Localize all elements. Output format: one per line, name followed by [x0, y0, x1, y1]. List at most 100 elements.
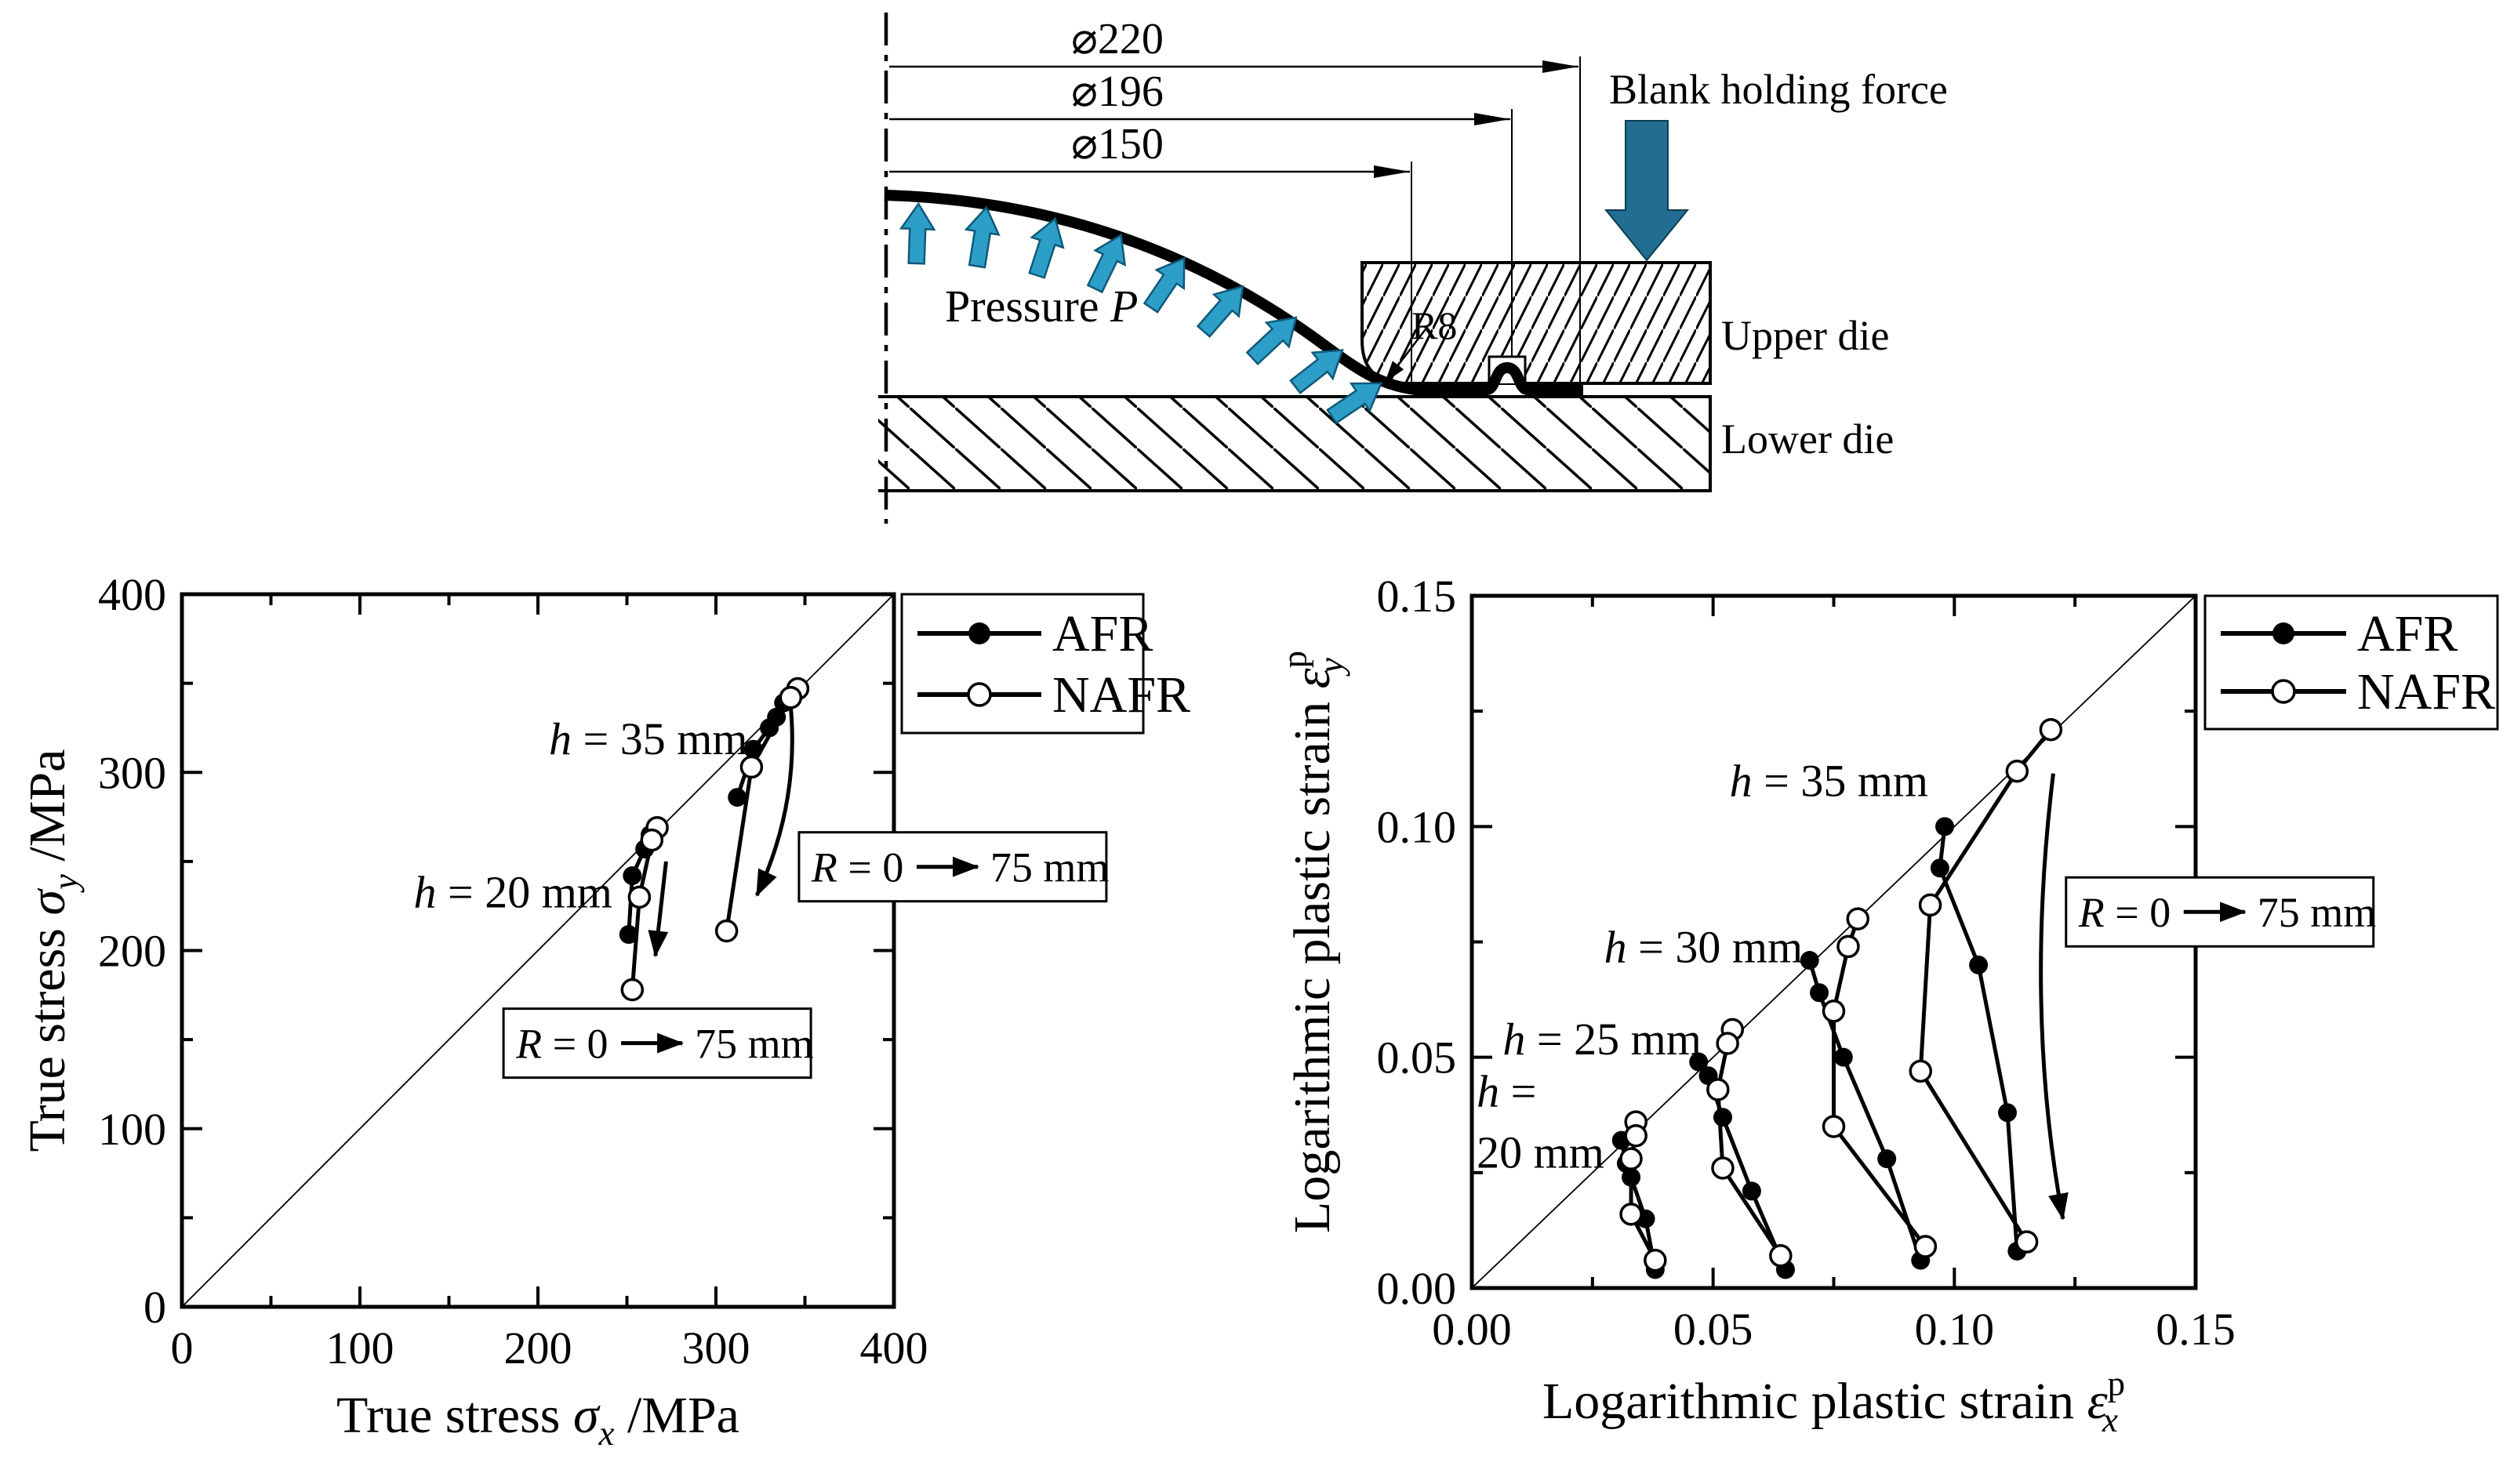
legend-label: NAFR: [1052, 666, 1190, 724]
dim-label-150: ⌀150: [1071, 120, 1164, 169]
x-tick-label: 300: [682, 1323, 750, 1373]
annotation-text: h =: [1477, 1066, 1536, 1117]
annotation-text: 20 mm: [1477, 1127, 1604, 1177]
y-tick-label: 0.00: [1377, 1263, 1457, 1314]
x-tick-label: 0.15: [2156, 1304, 2236, 1355]
data-point-open: [1913, 1235, 1938, 1258]
data-point-open: [1918, 893, 1942, 917]
blank-holding-force-arrow: [1604, 120, 1690, 262]
data-point-open: [1716, 1032, 1739, 1055]
x-axis-title: True stress σx /MPa: [336, 1387, 739, 1453]
data-point-filled: [1930, 858, 1949, 878]
data-point-open: [1822, 1115, 1846, 1138]
legend-label: NAFR: [2357, 663, 2495, 720]
direction-arrow: [754, 706, 794, 897]
pressure-label: Pressure P: [945, 281, 1138, 332]
data-point-open: [1909, 1059, 1933, 1083]
legend-marker-filled: [2272, 622, 2294, 644]
blank-sheet: [884, 190, 1583, 395]
x-tick-label: 0.10: [1915, 1304, 1995, 1355]
annotation-boxed-arrow: R = 0 75 mm: [797, 831, 1110, 903]
y-tick-label: 300: [98, 747, 166, 798]
annotation-text: h = 35 mm: [1730, 755, 1928, 806]
data-point-open: [1822, 1000, 1846, 1023]
data-point-filled: [619, 925, 638, 945]
annotation-boxed-arrow: R = 0 75 mm: [2065, 876, 2377, 948]
data-point-open: [620, 978, 645, 1002]
data-point-open: [2014, 1230, 2039, 1254]
series-nafr-h-20mm: [1619, 1110, 1667, 1272]
series-nafr-h-20mm: [620, 815, 669, 1002]
data-point-open: [739, 755, 764, 779]
legend-label: AFR: [2357, 605, 2458, 662]
x-tick-label: 200: [504, 1323, 572, 1373]
data-point-open: [1769, 1244, 1793, 1268]
y-tick-label: 0.15: [1377, 571, 1457, 622]
diagonal-line: [1471, 595, 2196, 1289]
dim-label-220: ⌀220: [1071, 15, 1164, 63]
chart-plastic-strain: 0.00 0.05 0.10 0.15 0.00 0.05 0.10 0.15 Logarith…: [1274, 571, 2499, 1439]
y-tick-label: 400: [98, 569, 166, 620]
dimension-lines: [889, 60, 1578, 178]
data-point-open: [1711, 1156, 1735, 1180]
direction-arrow: [2039, 773, 2069, 1221]
legend-marker-filled: [968, 622, 990, 644]
y-axis-title: True stress σy /MPa: [19, 749, 85, 1152]
data-point-filled: [1742, 1181, 1761, 1201]
svg-text:R = 0: R = 0: [2078, 889, 2171, 936]
svg-text:R = 0: R = 0: [515, 1021, 608, 1068]
y-tick-label: 0.10: [1377, 801, 1457, 852]
data-point-filled: [1713, 1108, 1732, 1127]
chart-true-stress: 0 100 200 300 400 0 100 200 300 400 True stress σx…: [19, 569, 1190, 1453]
data-point-open: [714, 919, 739, 943]
series-nafr-h-35mm: [714, 677, 810, 943]
annotation-text: h = 20 mm: [413, 867, 612, 918]
annotation-boxed-arrow: R = 0 75 mm: [502, 1007, 814, 1079]
data-point-open: [627, 885, 652, 909]
x-tick-label: 0.00: [1432, 1304, 1512, 1355]
series-nafr-h-25mm: [1706, 1018, 1793, 1268]
data-point-open: [1619, 1203, 1643, 1226]
x-axis-title: Logarithmic plastic strain εp x: [1542, 1363, 2125, 1439]
axis-ticks: [180, 593, 895, 1308]
data-point-open: [2005, 759, 2029, 783]
data-point-filled: [1689, 1052, 1709, 1072]
svg-text:R = 0: R = 0: [811, 844, 903, 891]
direction-arrow: [648, 861, 669, 958]
data-point-open: [2039, 717, 2063, 742]
blank-holding-force-label: Blank holding force: [1609, 66, 1948, 113]
data-point-filled: [1969, 955, 1989, 974]
annotation-text: h = 35 mm: [549, 713, 747, 764]
data-point-filled: [1998, 1103, 2018, 1123]
data-point-open: [1624, 1123, 1647, 1148]
annotation-text: h = 25 mm: [1502, 1014, 1701, 1065]
series-nafr-h-30mm: [1822, 907, 1938, 1258]
bulge-test-diagram: ⌀220 ⌀196 ⌀150 Pressure P Blank holding …: [878, 13, 1948, 524]
series-afr-h-30mm: [1800, 951, 1931, 1270]
series-nafr-h-35mm: [1909, 717, 2063, 1254]
fillet-label: R8: [1411, 303, 1457, 347]
data-point-open: [640, 828, 664, 852]
data-point-open: [779, 686, 803, 709]
dim-label-196: ⌀196: [1071, 67, 1164, 116]
svg-text:75 mm: 75 mm: [695, 1021, 814, 1068]
svg-text:75 mm: 75 mm: [2258, 889, 2377, 936]
data-point-open: [1619, 1147, 1643, 1170]
data-point-open: [1846, 907, 1870, 931]
y-axis-title: Logarithmic plastic strain εpy: [1274, 651, 1350, 1233]
y-tick-label: 100: [98, 1104, 166, 1155]
x-tick-label: 0.05: [1673, 1304, 1753, 1355]
data-point-filled: [1810, 983, 1829, 1003]
svg-text:75 mm: 75 mm: [990, 844, 1110, 891]
y-tick-label: 0: [143, 1282, 166, 1333]
y-tick-label: 200: [98, 926, 166, 977]
lower-die: [878, 395, 1712, 492]
data-point-filled: [1935, 817, 1955, 836]
x-tick-label: 0: [171, 1323, 194, 1373]
data-point-filled: [728, 788, 747, 807]
data-point-open: [1706, 1078, 1730, 1101]
data-point-filled: [1833, 1047, 1853, 1067]
